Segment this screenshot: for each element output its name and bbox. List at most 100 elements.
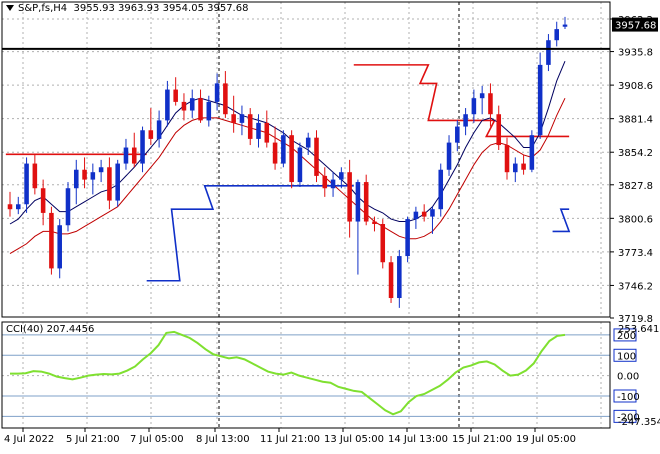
cci-layer <box>10 330 566 416</box>
candle-body[interactable] <box>388 262 394 299</box>
candle-layer <box>7 16 568 308</box>
cci-max-label: 253.6413 <box>618 324 660 335</box>
candle-body[interactable] <box>305 137 311 148</box>
candle-body[interactable] <box>413 211 419 220</box>
x-tick-label: 8 Jul 13:00 <box>196 434 250 445</box>
candle-body[interactable] <box>479 93 485 99</box>
candle-body[interactable] <box>189 98 195 111</box>
candle-body[interactable] <box>455 126 460 143</box>
candle-body[interactable] <box>438 169 444 210</box>
candle-body[interactable] <box>82 169 87 180</box>
candle-body[interactable] <box>40 188 46 213</box>
candle-body[interactable] <box>355 182 361 222</box>
candle-body[interactable] <box>140 130 145 164</box>
cci-min-label: -247.354 <box>618 417 660 428</box>
ma-slow-line <box>9 97 566 255</box>
symbol-label: S&P,fs,H4 <box>18 3 68 14</box>
y-tick-label: 3800.6 <box>618 214 653 225</box>
candle-body[interactable] <box>156 120 162 139</box>
symbol-info: S&P,fs,H4 3955.93 3963.93 3954.05 3957.6… <box>6 3 248 14</box>
candle-body[interactable] <box>73 169 79 189</box>
x-tick-label: 5 Jul 21:00 <box>66 434 120 445</box>
candle-body[interactable] <box>272 142 278 164</box>
candle-body[interactable] <box>107 167 112 201</box>
candle-body[interactable] <box>513 163 518 173</box>
candle-body[interactable] <box>198 98 203 121</box>
candle-body[interactable] <box>123 147 129 164</box>
candle-body[interactable] <box>314 137 319 176</box>
candle-body[interactable] <box>322 175 328 189</box>
candle-body[interactable] <box>115 163 120 201</box>
cci-level-box <box>613 389 637 403</box>
candle-body[interactable] <box>281 135 286 164</box>
candle-body[interactable] <box>131 147 137 164</box>
cci-panel-frame <box>1 321 611 429</box>
candle-body[interactable] <box>214 83 220 102</box>
candle-body[interactable] <box>206 101 212 121</box>
cci-level-label: -200 <box>617 412 640 423</box>
candle-body[interactable] <box>297 147 303 183</box>
candle-body[interactable] <box>421 211 427 217</box>
candle-body[interactable] <box>16 204 21 210</box>
cci-label: CCI(40) 207.4456 <box>6 324 95 335</box>
candle-body[interactable] <box>529 135 535 170</box>
candle-body[interactable] <box>173 89 178 102</box>
y-tick-label: 3881.4 <box>618 115 653 126</box>
candle-body[interactable] <box>57 225 62 269</box>
collapse-triangle-icon[interactable] <box>6 5 14 11</box>
candle-body[interactable] <box>330 179 336 189</box>
y-tick-label: 3908.6 <box>618 81 653 92</box>
candle-body[interactable] <box>554 29 559 41</box>
resistance-step-line <box>353 64 570 138</box>
candle-body[interactable] <box>264 122 270 143</box>
candle-body[interactable] <box>90 172 96 180</box>
candle-body[interactable] <box>372 221 377 225</box>
current-price-tag <box>612 17 658 32</box>
candle-body[interactable] <box>289 135 294 183</box>
candle-body[interactable] <box>148 130 154 139</box>
candle-body[interactable] <box>49 212 54 269</box>
candle-body[interactable] <box>7 204 13 210</box>
candle-body[interactable] <box>256 122 261 139</box>
cci-line <box>10 330 566 416</box>
ohlc-readout: 3955.93 3963.93 3954.05 3957.68 <box>73 3 249 14</box>
main-panel-frame <box>1 1 611 318</box>
series-layer <box>5 60 571 282</box>
x-tick-label: 11 Jul 21:00 <box>260 434 320 445</box>
candle-body[interactable] <box>496 114 502 146</box>
candle-body[interactable] <box>504 145 510 173</box>
candle-body[interactable] <box>405 219 410 257</box>
candle-body[interactable] <box>165 89 170 121</box>
candle-body[interactable] <box>397 256 402 299</box>
candle-body[interactable] <box>488 93 493 115</box>
candle-body[interactable] <box>446 142 452 170</box>
candle-body[interactable] <box>32 163 38 189</box>
x-tick-label: 15 Jul 21:00 <box>452 434 512 445</box>
candle-body[interactable] <box>471 98 477 115</box>
candle-body[interactable] <box>562 24 568 27</box>
candle-body[interactable] <box>521 163 526 170</box>
x-tick-label: 19 Jul 05:00 <box>516 434 576 445</box>
candle-body[interactable] <box>239 114 245 123</box>
candle-body[interactable] <box>463 114 468 127</box>
candle-body[interactable] <box>65 188 71 226</box>
candle-body[interactable] <box>380 224 386 263</box>
candle-body[interactable] <box>247 114 253 139</box>
candle-body[interactable] <box>223 83 228 115</box>
candle-body[interactable] <box>24 163 29 205</box>
candle-body[interactable] <box>546 40 551 65</box>
axis-layer: 3962.23935.83908.63881.43854.23827.83800… <box>4 15 660 445</box>
candle-body[interactable] <box>181 101 187 111</box>
candle-body[interactable] <box>363 182 369 222</box>
cci-level-label: 0.00 <box>617 372 639 383</box>
candle-body[interactable] <box>98 167 104 173</box>
candle-body[interactable] <box>537 64 543 136</box>
candle-body[interactable] <box>347 172 352 222</box>
candle-body[interactable] <box>231 114 236 123</box>
support-step-line <box>146 184 354 282</box>
y-tick-label: 3854.2 <box>618 148 653 159</box>
candle-body[interactable] <box>339 172 344 180</box>
candle-body[interactable] <box>430 209 435 217</box>
